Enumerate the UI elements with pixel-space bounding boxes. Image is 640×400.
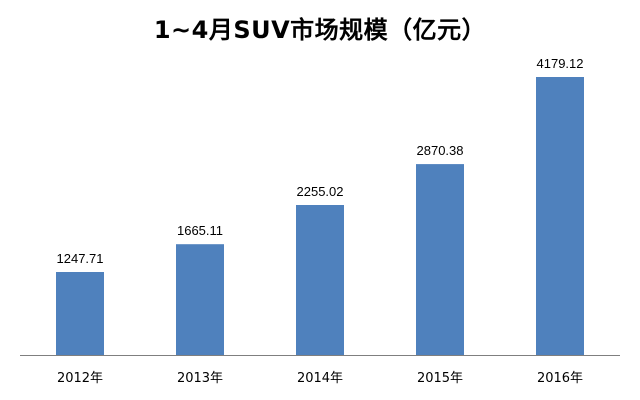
bar-4 xyxy=(536,77,584,355)
labels-layer: 1247.71 2012年 1665.11 2013年 2255.02 2014年 2870… xyxy=(57,56,584,386)
x-tick-label-0: 2012年 xyxy=(57,371,103,386)
bars-layer xyxy=(56,77,584,355)
data-label-1: 1665.11 xyxy=(177,223,223,238)
bar-0 xyxy=(56,272,104,355)
data-label-2: 2255.02 xyxy=(297,184,344,199)
data-label-0: 1247.71 xyxy=(57,251,104,266)
x-tick-label-1: 2013年 xyxy=(177,371,223,386)
x-tick-label-3: 2015年 xyxy=(417,371,463,386)
data-label-4: 4179.12 xyxy=(537,56,584,71)
bar-3 xyxy=(416,164,464,355)
bar-1 xyxy=(176,244,224,355)
x-tick-label-2: 2014年 xyxy=(297,371,343,386)
chart-title: 1~4月SUV市场规模（亿元） xyxy=(153,16,487,44)
bar-2 xyxy=(296,205,344,355)
data-label-3: 2870.38 xyxy=(417,143,464,158)
x-tick-label-4: 2016年 xyxy=(537,371,583,386)
